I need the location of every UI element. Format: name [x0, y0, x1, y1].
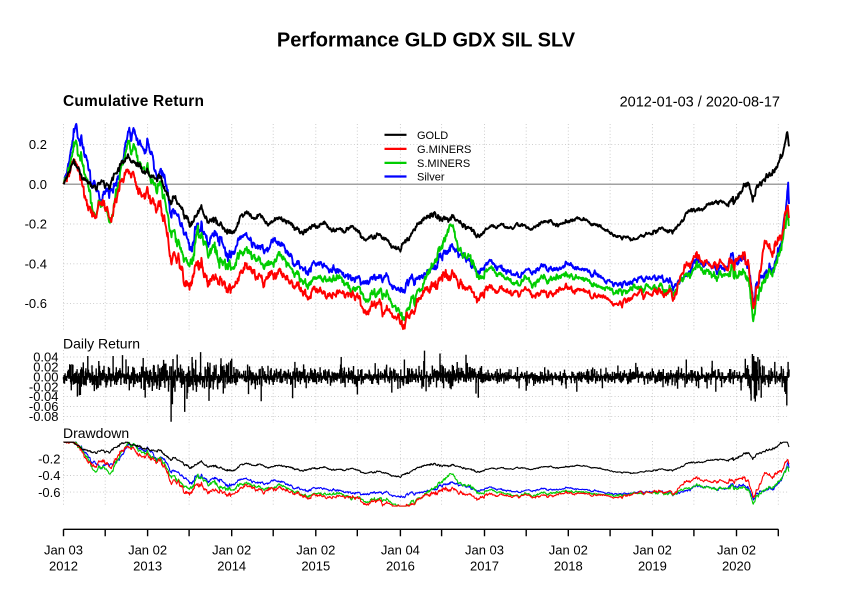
svg-text:-0.2: -0.2 [25, 217, 47, 232]
svg-text:0.2: 0.2 [29, 137, 47, 152]
svg-text:0.00: 0.00 [33, 369, 58, 384]
svg-text:0.02: 0.02 [33, 360, 58, 375]
svg-text:2013: 2013 [133, 559, 162, 574]
svg-text:-0.6: -0.6 [25, 296, 47, 311]
svg-text:-0.4: -0.4 [25, 256, 47, 271]
svg-text:2012: 2012 [49, 559, 78, 574]
svg-text:Jan 03: Jan 03 [465, 543, 504, 558]
svg-text:2017: 2017 [470, 559, 499, 574]
svg-text:Daily Return: Daily Return [63, 336, 140, 352]
svg-text:2012-01-03 / 2020-08-17: 2012-01-03 / 2020-08-17 [620, 95, 780, 111]
svg-text:Jan 02: Jan 02 [633, 543, 672, 558]
svg-text:-0.08: -0.08 [29, 409, 59, 424]
svg-text:Jan 02: Jan 02 [128, 543, 167, 558]
svg-text:0.0: 0.0 [29, 177, 47, 192]
svg-text:Jan 04: Jan 04 [381, 543, 420, 558]
svg-text:2020: 2020 [722, 559, 751, 574]
svg-text:Drawdown: Drawdown [63, 425, 129, 441]
svg-text:Jan 02: Jan 02 [549, 543, 588, 558]
svg-text:-0.06: -0.06 [29, 399, 59, 414]
svg-text:-0.4: -0.4 [38, 468, 60, 483]
svg-text:Performance GLD GDX SIL SLV: Performance GLD GDX SIL SLV [277, 30, 576, 52]
svg-text:Jan 03: Jan 03 [44, 543, 83, 558]
svg-text:Jan 02: Jan 02 [717, 543, 756, 558]
svg-text:-0.04: -0.04 [29, 389, 59, 404]
svg-text:G.MINERS: G.MINERS [417, 144, 471, 156]
svg-text:2014: 2014 [217, 559, 246, 574]
svg-text:-0.2: -0.2 [38, 451, 60, 466]
svg-text:S.MINERS: S.MINERS [417, 158, 470, 170]
svg-text:Silver: Silver [417, 172, 445, 184]
svg-text:Jan 02: Jan 02 [296, 543, 335, 558]
svg-text:2016: 2016 [386, 559, 415, 574]
svg-text:Jan 02: Jan 02 [212, 543, 251, 558]
svg-text:0.04: 0.04 [33, 350, 58, 365]
svg-text:2019: 2019 [638, 559, 667, 574]
svg-text:2015: 2015 [301, 559, 330, 574]
svg-text:-0.02: -0.02 [29, 379, 59, 394]
svg-text:GOLD: GOLD [417, 130, 448, 142]
svg-text:-0.6: -0.6 [38, 485, 60, 500]
svg-text:2018: 2018 [554, 559, 583, 574]
svg-text:Cumulative Return: Cumulative Return [63, 93, 204, 110]
